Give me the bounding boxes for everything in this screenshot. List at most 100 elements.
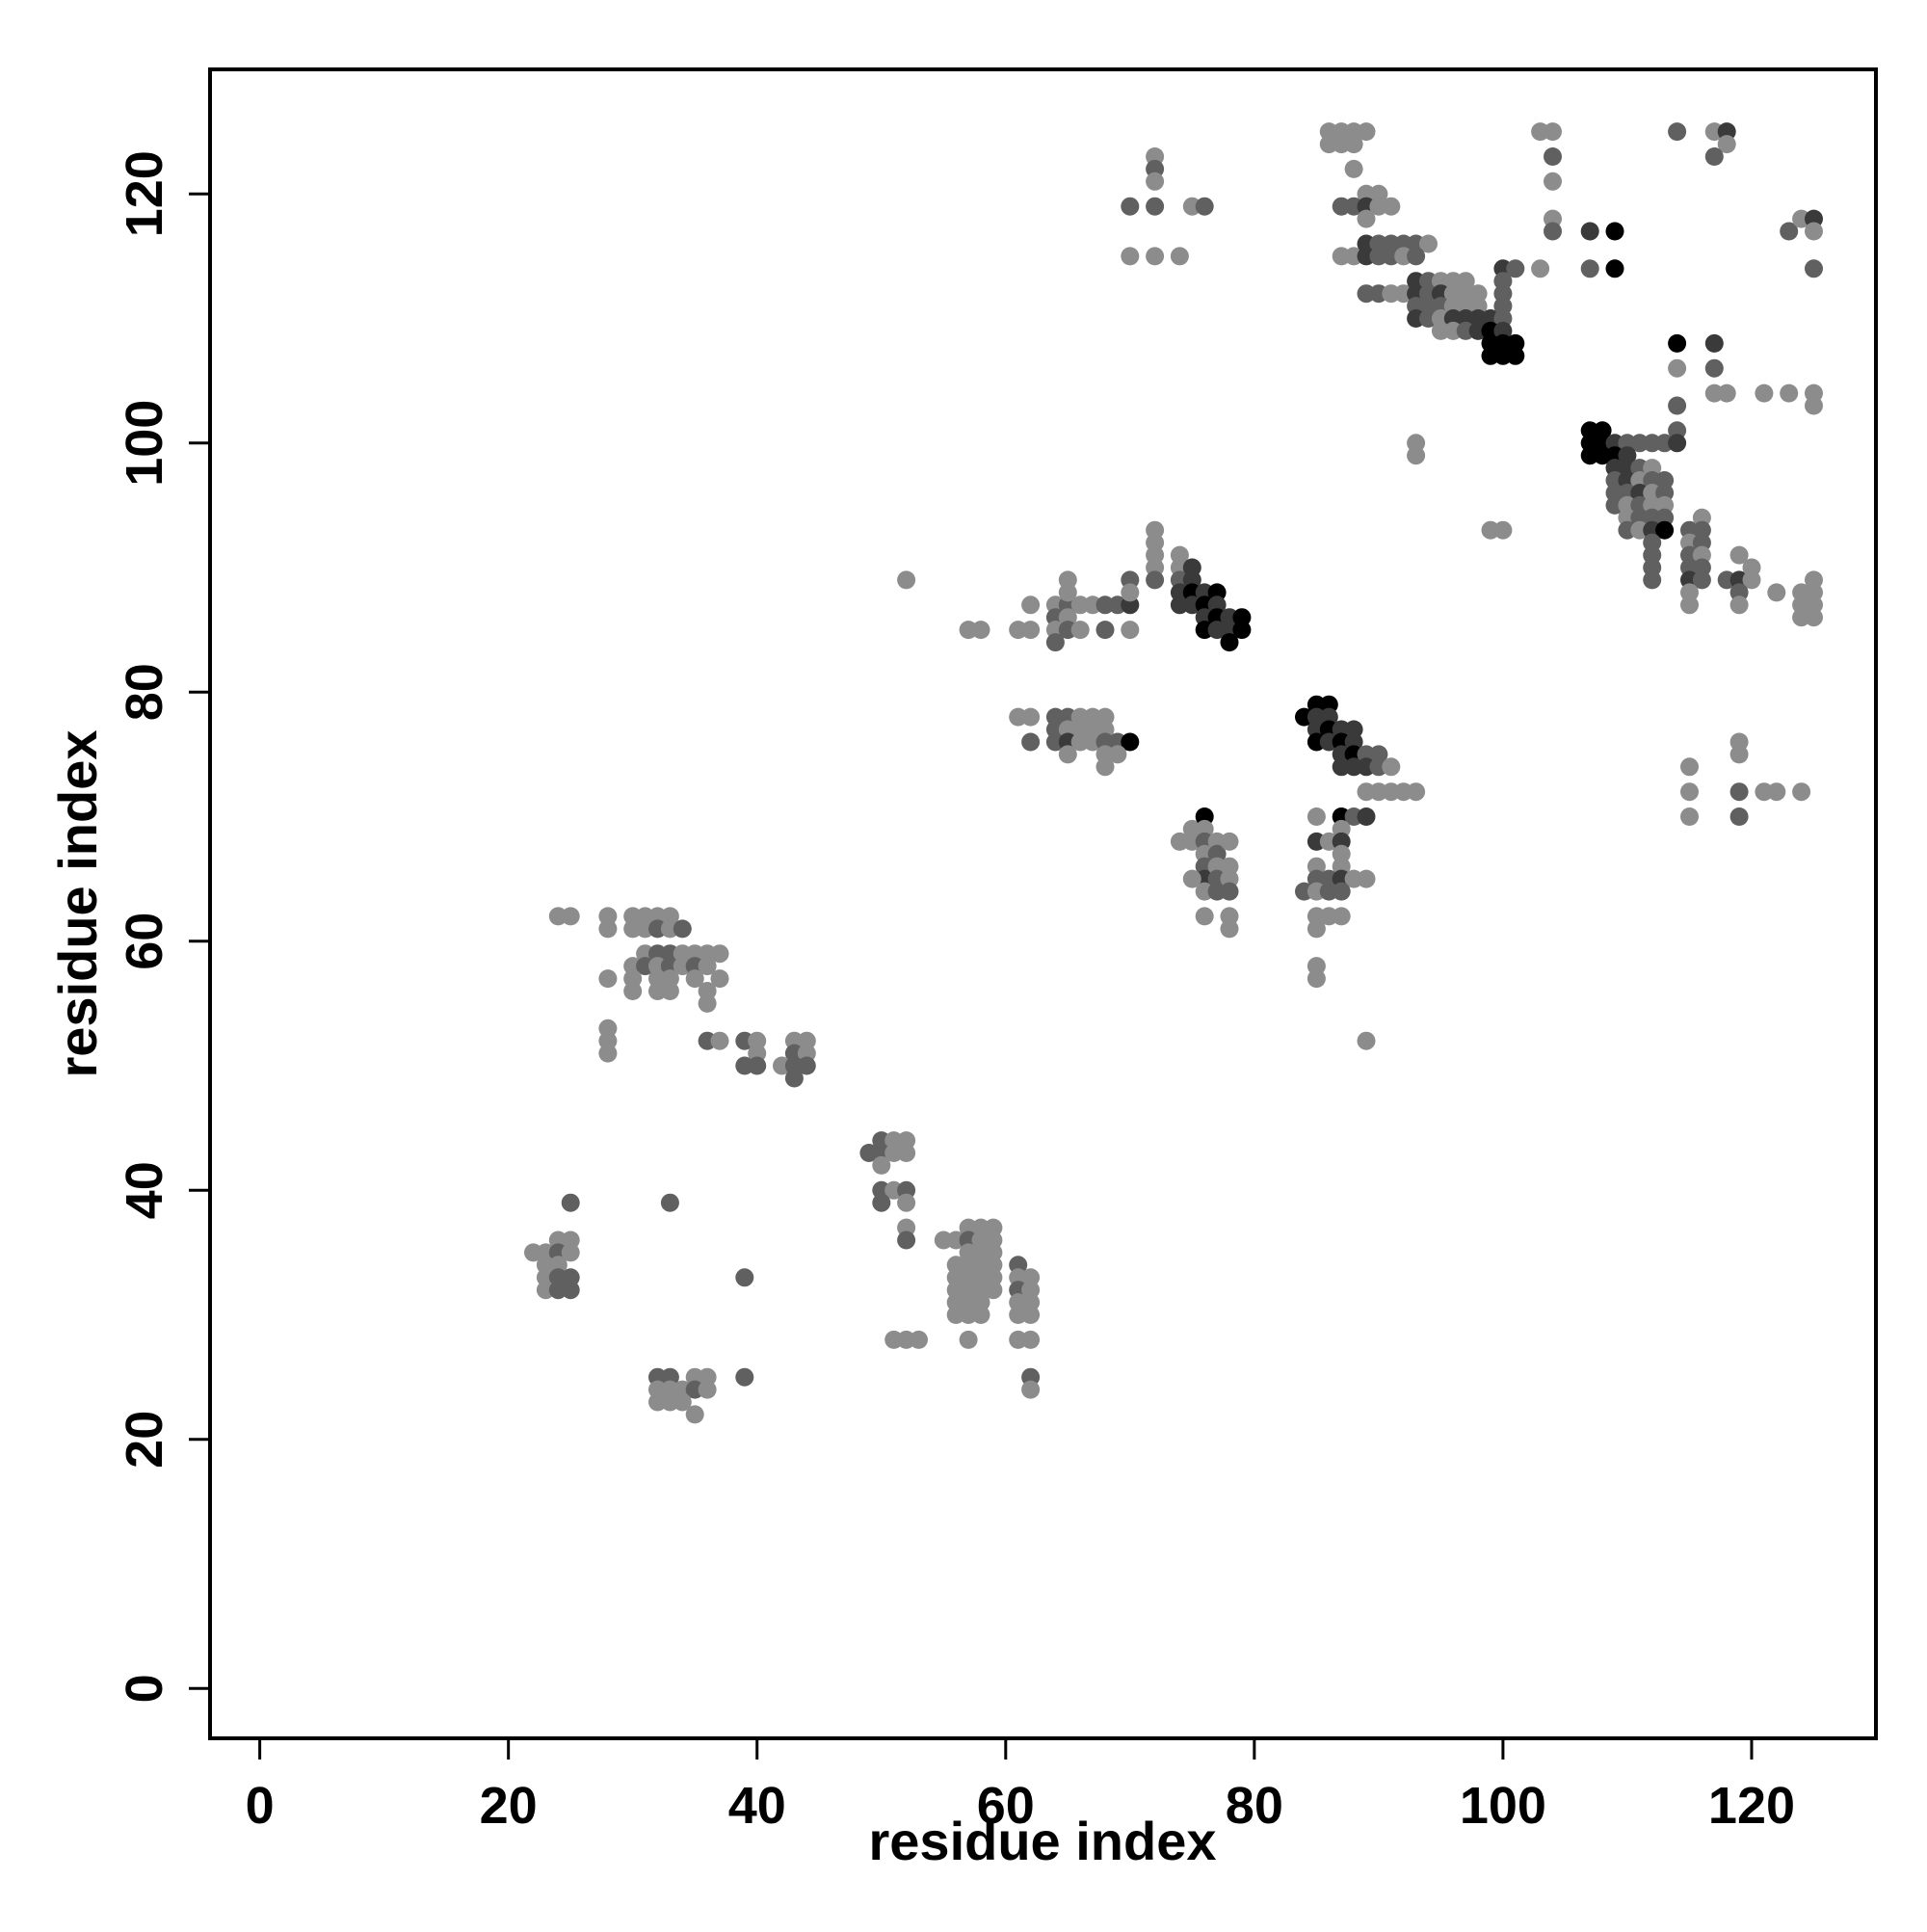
contact-point (1382, 757, 1401, 777)
contact-point (1729, 745, 1749, 764)
contact-point (710, 1031, 729, 1050)
contact-point (1767, 782, 1786, 802)
contact-point (1680, 782, 1699, 802)
contact-point (1767, 583, 1786, 602)
contact-point (1493, 520, 1513, 540)
contact-point (735, 1268, 754, 1287)
contact-point (1493, 297, 1513, 316)
contact-point (1407, 247, 1426, 266)
contact-point (959, 1330, 978, 1349)
contact-point (1195, 819, 1214, 838)
contact-point (1655, 520, 1675, 540)
contact-point (1419, 234, 1438, 253)
contact-point (1220, 633, 1239, 652)
contact-point (1493, 321, 1513, 340)
contact-point (561, 907, 580, 926)
contact-point (1680, 595, 1699, 615)
contact-point (1344, 720, 1363, 739)
contact-point (1805, 608, 1823, 627)
contact-point (735, 1367, 754, 1387)
contact-point (1780, 222, 1799, 241)
contact-point (1755, 384, 1774, 403)
points-layer (524, 122, 1823, 1424)
contact-point (1717, 135, 1736, 154)
contact-point (1729, 595, 1749, 615)
contact-point (1544, 122, 1562, 142)
contact-point (1332, 819, 1351, 838)
contact-point (797, 1056, 816, 1075)
contact-point (1307, 919, 1326, 939)
contact-point (1729, 782, 1749, 802)
contact-point (1668, 396, 1687, 415)
y-tick-label: 120 (116, 150, 173, 237)
contact-point (897, 1193, 916, 1212)
x-tick-label: 40 (728, 1777, 786, 1835)
contact-point (1668, 122, 1687, 142)
contact-point (1704, 333, 1724, 353)
contact-point (660, 982, 679, 1000)
contact-point (1780, 384, 1799, 403)
y-tick-label: 0 (116, 1674, 173, 1703)
contact-point (1805, 570, 1823, 590)
contact-point (910, 1330, 928, 1349)
contact-point (1680, 757, 1699, 777)
contact-point (1195, 197, 1214, 216)
contact-point (1805, 259, 1823, 278)
contact-point (548, 1256, 568, 1275)
contact-point (1729, 807, 1749, 826)
contact-point (1580, 259, 1599, 278)
x-tick-label: 80 (1226, 1777, 1283, 1835)
contact-point (1704, 147, 1724, 166)
contact-point (698, 1380, 717, 1399)
contact-point (710, 944, 729, 964)
contact-point (1182, 869, 1201, 888)
contact-point (1605, 222, 1624, 241)
contact-point (698, 993, 717, 1013)
contact-point (561, 1281, 580, 1300)
contact-point (1668, 333, 1687, 353)
contact-point (1531, 259, 1550, 278)
contact-point (1544, 147, 1562, 166)
contact-point (1146, 197, 1165, 216)
contact-point (1146, 172, 1165, 191)
contact-point (673, 919, 692, 939)
y-tick-label: 80 (116, 663, 173, 721)
contact-point (1580, 222, 1599, 241)
contact-point (1456, 272, 1475, 291)
contact-point (984, 1281, 1003, 1300)
contact-point (1792, 782, 1811, 802)
contact-point (1170, 247, 1189, 266)
x-tick-label: 0 (246, 1777, 275, 1835)
contact-point (1668, 358, 1687, 378)
contact-point (1021, 707, 1041, 727)
contact-point (1506, 259, 1525, 278)
contact-point (1506, 346, 1525, 365)
contact-point (1655, 471, 1675, 490)
contact-point (1182, 570, 1201, 590)
contact-point (1232, 621, 1252, 640)
contact-point (1717, 122, 1736, 142)
contact-point (1357, 1031, 1376, 1050)
contact-point (971, 1306, 990, 1324)
contact-point (1021, 1380, 1041, 1399)
contact-point (1717, 384, 1736, 403)
contact-point (710, 969, 729, 989)
contact-point (685, 969, 704, 989)
contact-point (561, 1193, 580, 1212)
contact-point (598, 969, 618, 989)
contact-point (1307, 807, 1326, 826)
contact-point (1058, 570, 1077, 590)
contact-point (1344, 159, 1363, 178)
contact-point (685, 1405, 704, 1424)
contact-point (1220, 832, 1239, 851)
contact-point (1108, 745, 1127, 764)
y-axis: 0 20 40 60 80 100 120 (116, 150, 210, 1703)
contact-point (1382, 197, 1401, 216)
contact-point (1307, 957, 1326, 976)
y-tick-label: 60 (116, 913, 173, 970)
contact-point (1146, 570, 1165, 590)
contact-point (1121, 247, 1140, 266)
contact-point (1344, 135, 1363, 154)
contact-point (561, 1243, 580, 1262)
